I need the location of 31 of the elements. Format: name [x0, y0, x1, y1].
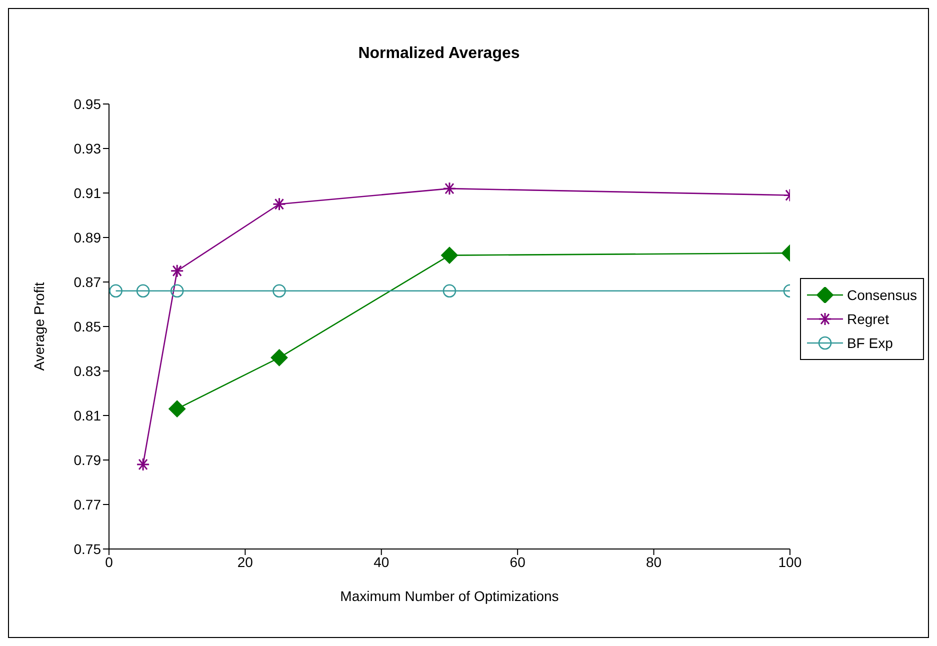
legend-label: Consensus: [846, 287, 917, 303]
y-tick-label: 0.85: [74, 318, 102, 334]
legend-label: BF Exp: [846, 335, 893, 351]
y-tick-label: 0.77: [74, 496, 102, 512]
x-tick-label: 60: [510, 554, 526, 570]
x-tick-label: 80: [646, 554, 662, 570]
point: [109, 284, 122, 298]
y-tick-label: 0.79: [74, 452, 102, 468]
y-tick-label: 0.87: [74, 274, 102, 290]
point: [168, 400, 186, 418]
x-tick-label: 0: [105, 554, 114, 570]
y-tick-label: 0.91: [74, 184, 102, 201]
y-tick-label: 0.89: [74, 229, 102, 246]
point: [440, 246, 458, 264]
x-axis-title: Maximum Number of Optimizations: [340, 588, 559, 604]
legend-label: Regret: [846, 311, 889, 327]
x-tick-label: 20: [237, 554, 254, 570]
y-tick-label: 0.95: [74, 96, 102, 112]
y-tick-label: 0.75: [74, 540, 102, 557]
chart-title: Normalized Averages: [357, 45, 521, 63]
y-tick-label: 0.83: [74, 362, 102, 379]
y-tick-label: 0.81: [74, 407, 102, 424]
x-tick-label: 40: [374, 554, 390, 570]
x-tick-label: 100: [778, 554, 802, 570]
point: [170, 284, 184, 298]
point: [270, 349, 288, 366]
point: [136, 284, 150, 298]
point: [442, 284, 456, 298]
point: [272, 284, 286, 298]
y-axis-title: Average Profit: [30, 282, 47, 371]
y-tick-label: 0.93: [74, 140, 102, 156]
